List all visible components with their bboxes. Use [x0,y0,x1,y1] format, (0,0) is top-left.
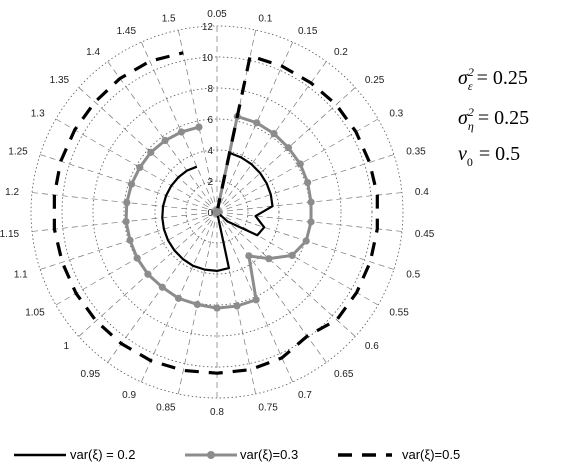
series-point [133,254,141,262]
angular-tick-label: 0.85 [156,403,176,414]
angular-tick-label: 1.15 [0,229,20,240]
radial-tick-label: 6 [207,115,213,126]
series-point [177,128,185,136]
angular-tick-label: 1.2 [5,187,19,198]
grid-spoke-26 [78,87,218,213]
grid-spoke-27 [107,61,218,213]
legend-label-series-2: var(ξ)=0.3 [240,447,298,462]
radial-tick-label: 4 [207,146,213,157]
angular-tick-label: 0.2 [334,47,348,58]
series-point [296,160,304,168]
grid-ring-10 [61,56,373,368]
grid-spoke-28 [141,41,218,213]
radial-tick-label: 8 [207,84,213,95]
series-point [284,144,293,152]
param-sigma-eta: σ2 η = 0.25 [458,105,529,133]
angular-tick-label: 0.6 [365,341,379,352]
series-point [127,180,136,188]
parameter-annotations: σ2 ε = 0.25 σ2 η = 0.25 v0 = 0.5 [458,65,529,169]
angular-tick-label: 0.15 [298,26,318,37]
angular-tick-label: 1.45 [117,26,137,37]
grid-spoke-11 [216,211,356,337]
series-point [123,198,131,207]
series-point [265,255,273,263]
angular-tick-label: 0.45 [415,229,435,240]
grid-spoke-29 [177,29,218,213]
angular-tick-label: 0.5 [406,269,420,280]
series-point [270,130,278,138]
series-point [147,148,155,156]
angular-tick-labels: 0.05 0.1 0.15 0.2 0.25 0.3 0.35 0.4 0.45 0.5 0.55 0… [0,9,435,418]
grid-spoke-10 [216,211,379,306]
angular-tick-label: 0.65 [334,369,354,380]
radial-tick-label: 2 [207,177,213,188]
radial-tick-labels: 0 2 4 6 8 10 12 [202,22,214,219]
grid-spoke-3 [216,61,327,213]
angular-tick-label: 0.8 [210,407,224,418]
angular-tick-label: 0.75 [258,403,278,414]
param-sigma-epsilon: σ2 ε = 0.25 [458,65,528,93]
angular-tick-label: 1 [64,341,70,352]
angular-tick-label: 0.25 [365,75,385,86]
radial-tick-label: 0 [207,208,213,219]
series-point [307,198,315,206]
series-point [302,237,310,245]
legend: var(ξ) = 0.2 var(ξ)=0.3 var(ξ)=0.5 [14,447,460,462]
angular-tick-label: 1.4 [86,47,100,58]
series-point [174,294,183,302]
center-marker [213,208,221,216]
angular-tick-label: 0.9 [122,390,136,401]
series-point [307,218,315,226]
series-point [233,302,241,310]
series-layer [52,51,379,375]
series-point [158,283,166,291]
angular-tick-label: 0.4 [415,187,429,198]
radial-tick-label: 12 [202,22,214,33]
angular-tick-label: 1.05 [25,308,45,319]
angular-tick-label: 0.55 [389,308,409,319]
angular-tick-label: 1.1 [14,269,28,280]
angular-tick-label: 1.35 [50,75,70,86]
grid-spoke-25 [55,118,218,213]
radial-tick-label: 10 [202,53,214,64]
angular-tick-label: 1.3 [31,109,45,120]
series-point [245,252,253,260]
angular-tick-label: 0.1 [258,13,272,24]
series-point [304,178,312,187]
angular-tick-label: 1.5 [162,13,176,24]
series-point [288,251,296,259]
grid-spoke-2 [216,41,293,213]
angular-tick-label: 0.7 [298,390,312,401]
angular-tick-label: 1.25 [8,147,28,158]
angular-tick-label: 0.3 [389,109,403,120]
series-point [252,296,260,304]
legend-marker-series-2 [207,451,215,459]
series-line-1 [161,151,274,272]
angular-tick-label: 0.35 [406,147,426,158]
grid-spoke-12 [216,211,327,363]
series-point [193,300,201,309]
series-point [213,304,221,312]
param-v0: v0 = 0.5 [458,143,520,169]
series-point [122,217,130,226]
series-line-3 [52,51,379,375]
angular-tick-label: 0.95 [81,369,101,380]
series-point [195,123,203,131]
series-point [161,136,169,145]
angular-tick-label: 0.05 [207,9,227,20]
legend-label-series-1: var(ξ) = 0.2 [70,447,135,462]
legend-label-series-3: var(ξ)=0.5 [402,447,460,462]
series-point [144,270,152,278]
series-point [126,236,134,244]
series-point [253,119,261,127]
series-point [136,163,144,172]
